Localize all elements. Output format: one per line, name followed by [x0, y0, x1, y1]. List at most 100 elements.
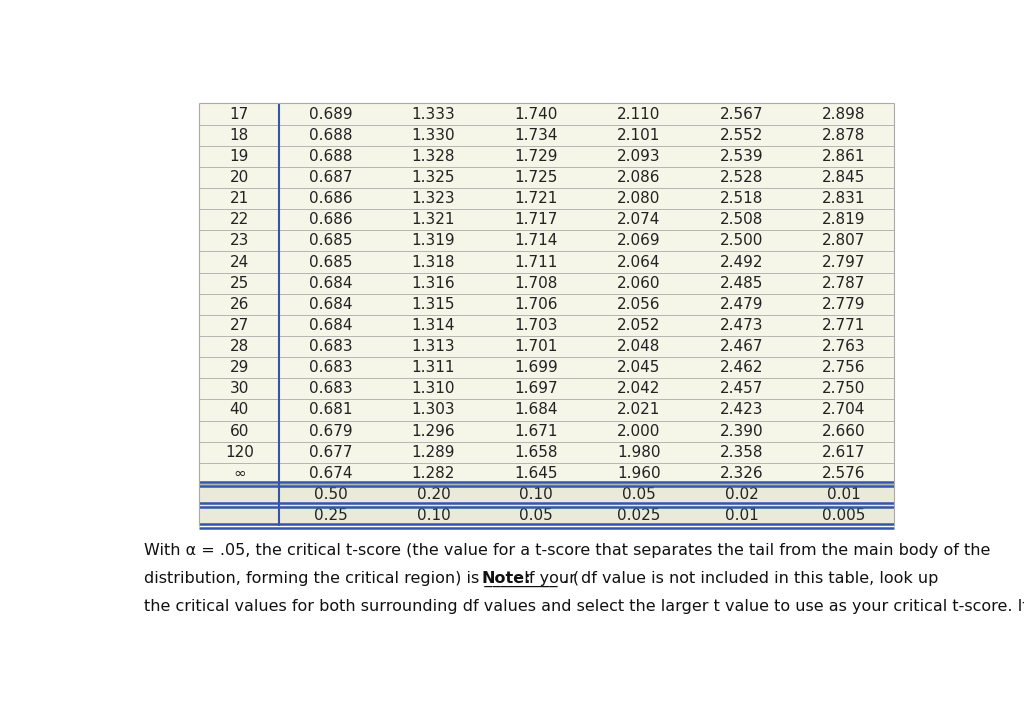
Text: 1.658: 1.658	[514, 445, 558, 460]
Text: 2.518: 2.518	[720, 191, 764, 206]
Text: 2.763: 2.763	[821, 339, 865, 354]
Text: 23: 23	[229, 233, 249, 249]
Text: the critical values for both surrounding df values and select the larger t value: the critical values for both surrounding…	[143, 599, 1024, 614]
Text: 1.684: 1.684	[514, 403, 558, 417]
Text: 2.069: 2.069	[617, 233, 660, 249]
Text: 0.05: 0.05	[623, 487, 655, 502]
Text: 40: 40	[229, 403, 249, 417]
Text: 1.725: 1.725	[514, 170, 558, 185]
Text: 1.314: 1.314	[412, 318, 456, 333]
Text: 2.704: 2.704	[822, 403, 865, 417]
Text: 0.679: 0.679	[309, 424, 352, 439]
Text: 1.740: 1.740	[514, 106, 558, 122]
Text: 2.807: 2.807	[822, 233, 865, 249]
Text: 24: 24	[229, 255, 249, 270]
Text: 0.685: 0.685	[309, 255, 352, 270]
Text: 2.045: 2.045	[617, 360, 660, 375]
Text: 1.310: 1.310	[412, 382, 456, 396]
Text: 1.333: 1.333	[412, 106, 456, 122]
Text: 2.552: 2.552	[720, 127, 764, 143]
Text: If your df value is not included in this table, look up: If your df value is not included in this…	[519, 571, 939, 586]
Text: 1.325: 1.325	[412, 170, 456, 185]
Bar	[200, 167, 894, 188]
Bar	[200, 125, 894, 146]
Text: 0.684: 0.684	[309, 318, 352, 333]
Text: 0.683: 0.683	[309, 382, 352, 396]
Bar	[200, 209, 894, 230]
Text: 2.567: 2.567	[720, 106, 764, 122]
Text: 1.729: 1.729	[514, 149, 558, 164]
Text: 2.048: 2.048	[617, 339, 660, 354]
Text: 2.064: 2.064	[617, 255, 660, 270]
Text: 2.326: 2.326	[720, 466, 764, 481]
Text: 0.681: 0.681	[309, 403, 352, 417]
Text: 1.711: 1.711	[514, 255, 558, 270]
Text: 2.479: 2.479	[720, 297, 764, 312]
Text: 2.831: 2.831	[821, 191, 865, 206]
Text: Note:: Note:	[481, 571, 530, 586]
Text: 25: 25	[229, 276, 249, 291]
Text: 0.688: 0.688	[309, 127, 352, 143]
Text: 26: 26	[229, 297, 249, 312]
Text: 2.060: 2.060	[617, 276, 660, 291]
Bar	[200, 146, 894, 167]
Bar	[200, 441, 894, 463]
Text: 2.756: 2.756	[821, 360, 865, 375]
Bar	[200, 484, 894, 505]
Text: 2.797: 2.797	[821, 255, 865, 270]
Text: 2.110: 2.110	[617, 106, 660, 122]
Text: 1.316: 1.316	[412, 276, 456, 291]
Text: 1.645: 1.645	[514, 466, 558, 481]
Text: 30: 30	[229, 382, 249, 396]
Text: 1.321: 1.321	[412, 212, 456, 227]
Text: 1.701: 1.701	[514, 339, 558, 354]
Bar	[200, 357, 894, 378]
Text: 2.617: 2.617	[821, 445, 865, 460]
Text: 0.688: 0.688	[309, 149, 352, 164]
Text: 1.323: 1.323	[412, 191, 456, 206]
Text: 1.714: 1.714	[514, 233, 558, 249]
Text: 2.861: 2.861	[821, 149, 865, 164]
Text: distribution, forming the critical region) is _________ . (: distribution, forming the critical regio…	[143, 571, 579, 587]
Text: 1.717: 1.717	[514, 212, 558, 227]
Text: 0.685: 0.685	[309, 233, 352, 249]
Text: 2.878: 2.878	[822, 127, 865, 143]
Text: 2.508: 2.508	[720, 212, 764, 227]
Text: 2.539: 2.539	[720, 149, 764, 164]
Text: 0.677: 0.677	[309, 445, 352, 460]
Text: 1.318: 1.318	[412, 255, 456, 270]
Text: 1.315: 1.315	[412, 297, 456, 312]
Bar	[200, 505, 894, 527]
Text: 120: 120	[225, 445, 254, 460]
Text: With α = .05, the critical t-score (the value for a t-score that separates the t: With α = .05, the critical t-score (the …	[143, 543, 990, 558]
Text: 1.960: 1.960	[617, 466, 660, 481]
Text: 2.898: 2.898	[821, 106, 865, 122]
Text: 0.686: 0.686	[309, 212, 352, 227]
Text: 0.687: 0.687	[309, 170, 352, 185]
Bar	[200, 315, 894, 336]
Text: 1.313: 1.313	[412, 339, 456, 354]
Text: 0.10: 0.10	[417, 508, 451, 523]
Bar	[200, 399, 894, 420]
Bar	[200, 272, 894, 294]
Text: 0.686: 0.686	[309, 191, 352, 206]
Bar	[200, 251, 894, 272]
Text: 18: 18	[229, 127, 249, 143]
Text: 2.021: 2.021	[617, 403, 660, 417]
Text: 2.473: 2.473	[720, 318, 764, 333]
Text: 1.311: 1.311	[412, 360, 456, 375]
Text: 0.674: 0.674	[309, 466, 352, 481]
Text: 0.50: 0.50	[313, 487, 347, 502]
Text: 0.25: 0.25	[313, 508, 347, 523]
Text: 1.697: 1.697	[514, 382, 558, 396]
Text: 2.093: 2.093	[617, 149, 660, 164]
Text: 2.052: 2.052	[617, 318, 660, 333]
Text: 1.330: 1.330	[412, 127, 456, 143]
Text: 0.025: 0.025	[617, 508, 660, 523]
Text: 22: 22	[229, 212, 249, 227]
Text: 28: 28	[229, 339, 249, 354]
Text: 2.423: 2.423	[720, 403, 764, 417]
Text: 0.01: 0.01	[826, 487, 860, 502]
Text: 1.703: 1.703	[514, 318, 558, 333]
Bar	[200, 463, 894, 484]
